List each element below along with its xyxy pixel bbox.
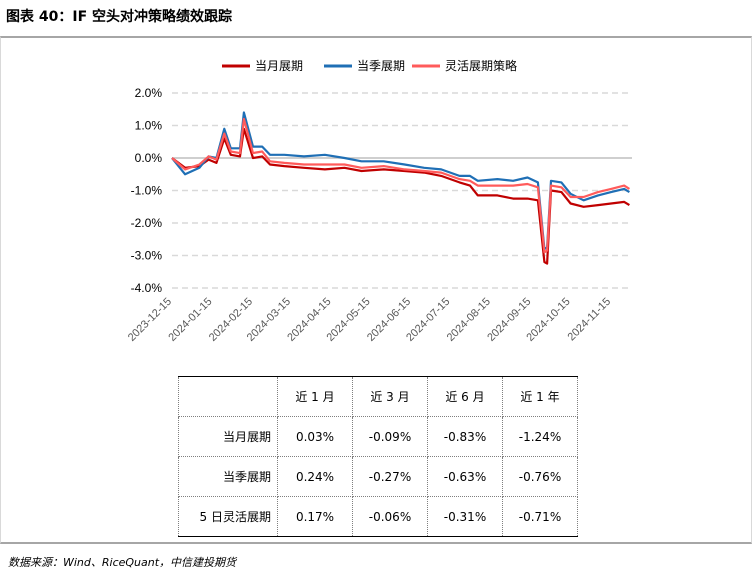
table-row: 当月展期 0.03% -0.09% -0.83% -1.24%: [178, 416, 578, 457]
y-tick-label: -2.0%: [131, 216, 163, 230]
data-source-note: 数据来源：Wind、RiceQuant，中信建投期货: [8, 556, 237, 569]
performance-table: 近 1 月 近 3 月 近 6 月 近 1 年 当月展期 0.03% -0.09…: [178, 376, 578, 537]
y-tick-label: 2.0%: [135, 86, 163, 100]
series-line-2: [171, 117, 630, 254]
table-cell: 0.24%: [277, 456, 353, 497]
row-label: 当月展期: [178, 416, 278, 457]
series-lines: [171, 111, 630, 265]
table-row: 当季展期 0.24% -0.27% -0.63% -0.76%: [178, 456, 578, 497]
y-tick-label: 0.0%: [135, 151, 163, 165]
line-chart: 当月展期 当季展期 灵活展期策略 2.0% 1.0% 0.0% -1.0% -2.0% -3.…: [126, 58, 632, 344]
y-axis: 2.0% 1.0% 0.0% -1.0% -2.0% -3.0% -4.0%: [131, 86, 163, 295]
x-axis: 2023-12-152024-01-152024-02-152024-03-15…: [126, 296, 613, 344]
y-tick-label: -3.0%: [131, 249, 163, 263]
table-header-cell: 近 1 年: [502, 376, 578, 417]
y-tick-label: -1.0%: [131, 184, 163, 198]
table-cell: -1.24%: [502, 416, 578, 457]
series-line-1: [171, 111, 630, 251]
figure-frame: [0, 36, 752, 544]
table-cell: -0.06%: [352, 496, 428, 537]
figure-title: 图表 40：IF 空头对冲策略绩效跟踪: [6, 9, 233, 25]
table-header-row: 近 1 月 近 3 月 近 6 月 近 1 年: [178, 376, 578, 417]
table-cell: -0.31%: [427, 496, 503, 537]
table-cell: -0.63%: [427, 456, 503, 497]
y-tick-label: -4.0%: [131, 281, 163, 295]
legend-label: 当月展期: [255, 59, 303, 73]
table-corner-cell: [178, 376, 278, 417]
table-header-cell: 近 3 月: [352, 376, 428, 417]
table-cell: -0.27%: [352, 456, 428, 497]
row-label: 当季展期: [178, 456, 278, 497]
series-line-0: [171, 127, 630, 265]
legend-label: 灵活展期策略: [445, 58, 517, 73]
table-cell: 0.03%: [277, 416, 353, 457]
table-cell: 0.17%: [277, 496, 353, 537]
y-tick-label: 1.0%: [135, 119, 163, 133]
legend-label: 当季展期: [357, 59, 405, 73]
row-label: 5 日灵活展期: [178, 496, 278, 537]
table-cell: -0.71%: [502, 496, 578, 537]
table-cell: -0.76%: [502, 456, 578, 497]
table-cell: -0.09%: [352, 416, 428, 457]
chart-legend: 当月展期 当季展期 灵活展期策略: [222, 58, 517, 73]
table-header-cell: 近 6 月: [427, 376, 503, 417]
table-cell: -0.83%: [427, 416, 503, 457]
table-row: 5 日灵活展期 0.17% -0.06% -0.31% -0.71%: [178, 496, 578, 537]
table-header-cell: 近 1 月: [277, 376, 353, 417]
x-tick-label: 2024-11-15: [566, 296, 614, 344]
